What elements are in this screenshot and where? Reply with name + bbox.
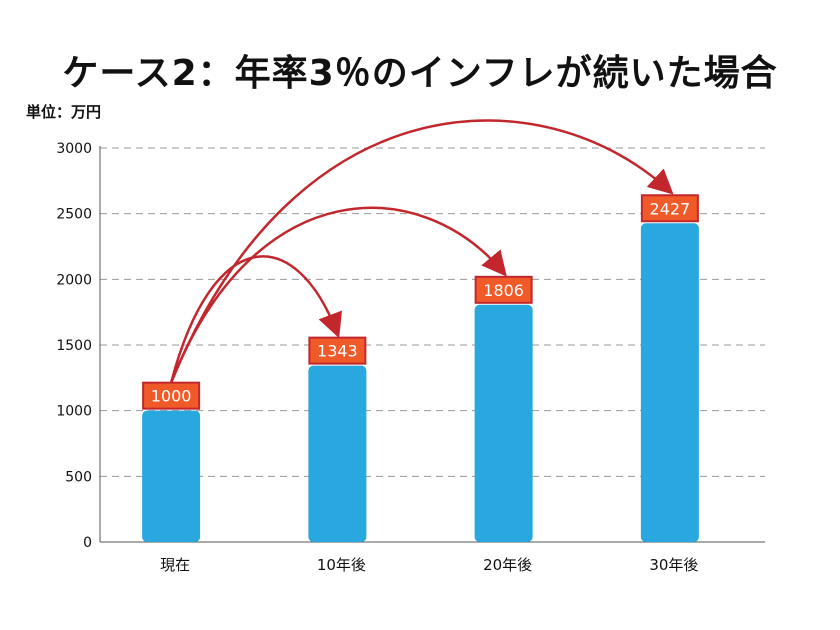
bar: [640, 223, 699, 542]
value-label-box: [142, 381, 201, 410]
value-label: 1806: [483, 281, 524, 300]
x-tick-label: 10年後: [317, 556, 366, 574]
y-tick-label: 2500: [56, 207, 92, 223]
bar: [474, 304, 533, 542]
unit-label: 単位：万円: [26, 103, 102, 121]
value-label: 2427: [650, 199, 691, 218]
y-tick-label: 500: [65, 469, 92, 485]
y-tick-label: 1000: [56, 404, 92, 420]
tick-labels: 0 500 1000 1500 2000 2500 3000 現在 10年後 20年後 30年後: [56, 141, 698, 574]
y-tick-label: 0: [83, 535, 92, 551]
growth-arrow: [169, 206, 507, 384]
bar: [142, 410, 201, 542]
x-tick-label: 20年後: [483, 556, 532, 574]
chart-title: ケース2：年率3％のインフレが続いた場合: [62, 53, 778, 94]
arrows: [169, 119, 674, 384]
value-label-box: [474, 275, 533, 304]
x-tick-label: 30年後: [649, 556, 698, 574]
value-label-box: [640, 194, 699, 223]
value-label: 1000: [151, 387, 192, 406]
value-label: 1343: [317, 342, 358, 361]
x-tick-label: 現在: [160, 556, 190, 574]
value-label-box: [308, 336, 367, 365]
y-tick-label: 3000: [56, 141, 92, 157]
bars: [142, 223, 699, 542]
y-tick-label: 1500: [56, 338, 92, 354]
bar: [308, 365, 367, 542]
y-tick-label: 2000: [56, 272, 92, 288]
value-labels: 1000 1343 1806 2427: [142, 194, 699, 410]
growth-arrow: [169, 119, 674, 384]
